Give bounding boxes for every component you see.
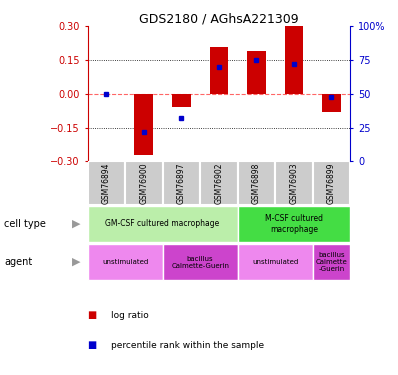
Text: unstimulated: unstimulated (252, 259, 298, 265)
Text: log ratio: log ratio (111, 310, 149, 320)
Text: GSM76894: GSM76894 (102, 162, 111, 204)
Text: agent: agent (4, 257, 32, 267)
FancyBboxPatch shape (238, 206, 350, 242)
Text: ■: ■ (88, 310, 97, 320)
FancyBboxPatch shape (88, 244, 163, 280)
Text: GSM76897: GSM76897 (177, 162, 186, 204)
Text: GSM76900: GSM76900 (139, 162, 148, 204)
Bar (322, 94, 341, 112)
Bar (135, 94, 153, 154)
Text: GSM76903: GSM76903 (289, 162, 298, 204)
FancyBboxPatch shape (88, 206, 238, 242)
Text: cell type: cell type (4, 219, 46, 229)
FancyBboxPatch shape (200, 161, 238, 205)
Text: ■: ■ (88, 340, 97, 350)
Bar (172, 94, 191, 107)
FancyBboxPatch shape (238, 244, 313, 280)
Text: GSM76899: GSM76899 (327, 162, 336, 204)
Bar (247, 51, 266, 94)
FancyBboxPatch shape (275, 161, 313, 205)
FancyBboxPatch shape (163, 161, 200, 205)
Text: bacillus
Calmette-Guerin: bacillus Calmette-Guerin (171, 256, 229, 268)
FancyBboxPatch shape (163, 244, 238, 280)
Text: ▶: ▶ (72, 257, 80, 267)
Text: M-CSF cultured
macrophage: M-CSF cultured macrophage (265, 214, 323, 234)
FancyBboxPatch shape (313, 161, 350, 205)
Text: GM-CSF cultured macrophage: GM-CSF cultured macrophage (105, 219, 220, 228)
FancyBboxPatch shape (88, 161, 125, 205)
Text: unstimulated: unstimulated (102, 259, 148, 265)
Bar (285, 26, 303, 94)
Text: bacillus
Calmette
-Guerin: bacillus Calmette -Guerin (316, 252, 347, 272)
Text: ▶: ▶ (72, 219, 80, 229)
FancyBboxPatch shape (313, 244, 350, 280)
Text: GSM76902: GSM76902 (215, 162, 223, 204)
Bar (209, 46, 228, 94)
FancyBboxPatch shape (238, 161, 275, 205)
Title: GDS2180 / AGhsA221309: GDS2180 / AGhsA221309 (139, 12, 299, 25)
Text: GSM76898: GSM76898 (252, 162, 261, 204)
Text: percentile rank within the sample: percentile rank within the sample (111, 340, 265, 350)
FancyBboxPatch shape (125, 161, 163, 205)
